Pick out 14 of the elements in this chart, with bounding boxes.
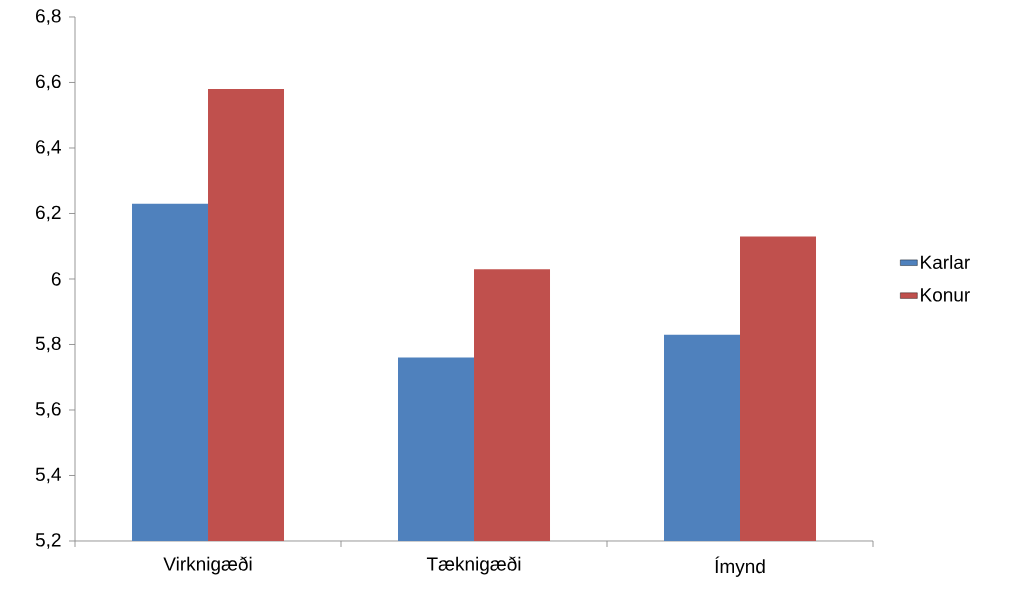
legend-label: Karlar — [921, 255, 970, 270]
y-tick-label: 5,8 — [35, 336, 61, 353]
y-tick-label: 5,4 — [35, 467, 61, 484]
legend-label: Konur — [921, 288, 970, 302]
x-tick-label: Tæknigæði — [426, 556, 521, 575]
y-tick-label: 6,6 — [36, 74, 61, 91]
y-tick-label: 6,8 — [36, 9, 61, 25]
y-tick-label: 6,4 — [36, 140, 61, 156]
y-tick-label: 5,2 — [35, 533, 61, 549]
x-tick-label: Ímynd — [715, 556, 765, 577]
y-tick-label: 6,2 — [36, 205, 61, 222]
x-tick-label: Virknigæði — [163, 556, 252, 575]
y-tick-label: 5,6 — [35, 402, 61, 418]
y-tick-label: 6 — [51, 272, 61, 286]
